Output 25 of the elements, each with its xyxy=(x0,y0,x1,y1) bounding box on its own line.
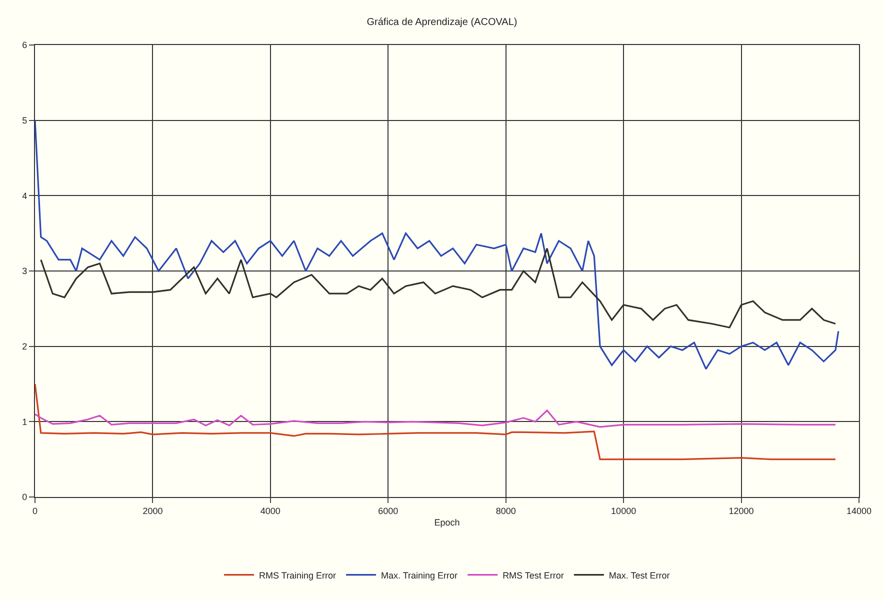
line-series xyxy=(40,248,836,328)
y-tick-label: 5 xyxy=(22,115,28,126)
line-series xyxy=(35,410,836,428)
legend-label: Max. Training Error xyxy=(381,570,458,580)
x-tick-label: 6000 xyxy=(378,506,398,516)
y-tick-label: 4 xyxy=(22,190,28,201)
line-series xyxy=(35,383,836,460)
legend-label: Max. Test Error xyxy=(608,570,670,580)
x-tick-label: 8000 xyxy=(496,506,516,516)
y-tick-label: 6 xyxy=(22,40,28,50)
x-tick-label: 4000 xyxy=(260,506,280,516)
y-tick-label: 1 xyxy=(22,416,28,427)
y-tick-label: 2 xyxy=(22,341,28,352)
x-tick-label: 14000 xyxy=(846,506,872,516)
line-series xyxy=(35,120,840,370)
x-tick-label: 10000 xyxy=(611,506,636,516)
legend-label: RMS Training Error xyxy=(259,570,336,580)
x-axis-title: Epoch xyxy=(434,518,460,528)
x-tick-label: 12000 xyxy=(728,506,754,516)
y-tick-label: 3 xyxy=(22,266,28,276)
y-tick-label: 0 xyxy=(22,492,28,502)
chart-title: Gráfica de Aprendizaje (ACOVAL) xyxy=(366,17,518,28)
legend-label: RMS Test Error xyxy=(502,570,564,580)
x-tick-label: 0 xyxy=(32,506,38,516)
x-tick-label: 2000 xyxy=(142,506,163,516)
